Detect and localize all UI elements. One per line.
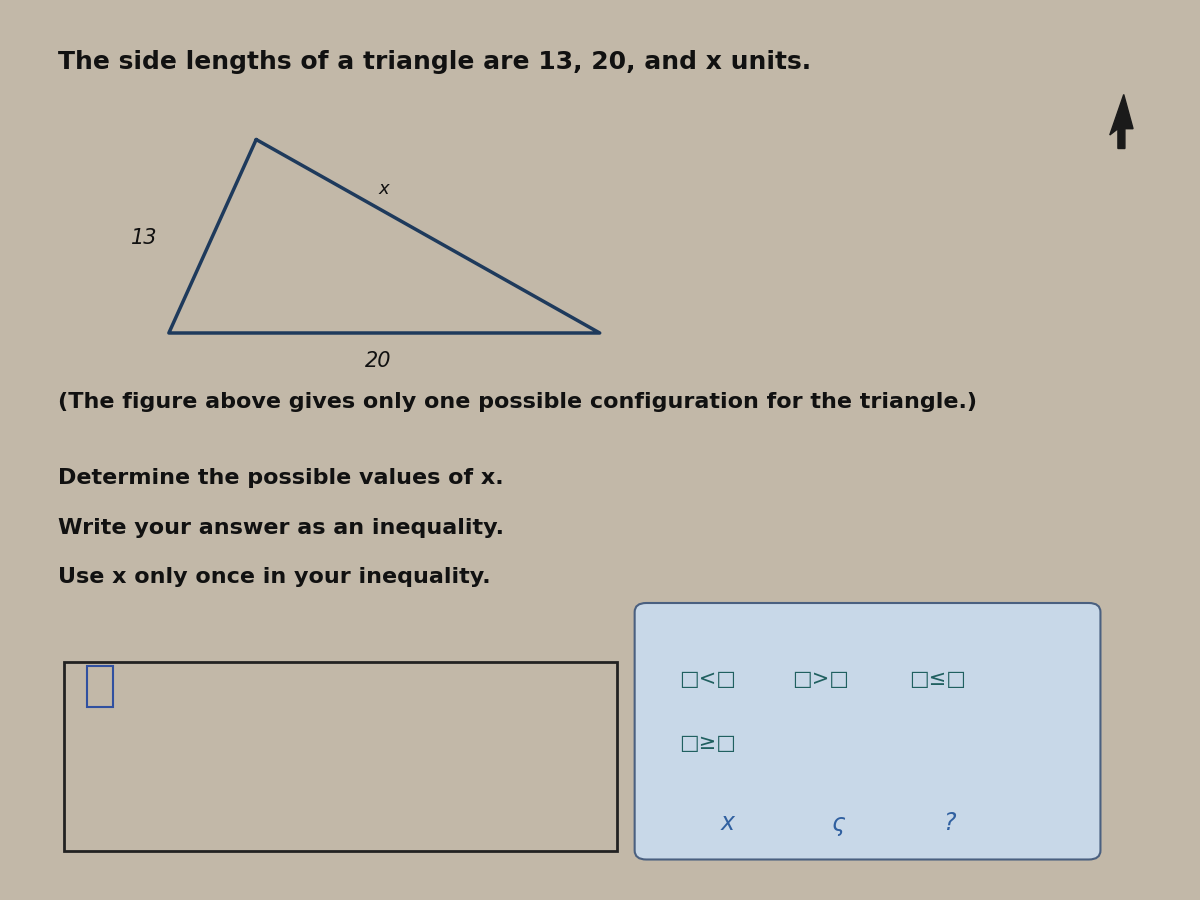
- FancyBboxPatch shape: [635, 603, 1100, 860]
- Text: ς: ς: [832, 812, 845, 835]
- Text: Determine the possible values of x.: Determine the possible values of x.: [59, 468, 504, 488]
- Text: □>□: □>□: [792, 670, 850, 689]
- Text: (The figure above gives only one possible configuration for the triangle.): (The figure above gives only one possibl…: [59, 392, 977, 411]
- Text: Write your answer as an inequality.: Write your answer as an inequality.: [59, 518, 504, 537]
- Text: The side lengths of a triangle are 13, 20, and x units.: The side lengths of a triangle are 13, 2…: [59, 50, 811, 74]
- Text: 13: 13: [131, 229, 157, 248]
- FancyBboxPatch shape: [64, 662, 617, 850]
- Polygon shape: [1110, 94, 1133, 148]
- Text: x: x: [378, 180, 389, 198]
- Text: □≤□: □≤□: [908, 670, 966, 689]
- Text: x: x: [721, 812, 734, 835]
- Text: □<□: □<□: [679, 670, 737, 689]
- Text: □≥□: □≥□: [679, 733, 737, 752]
- Text: 20: 20: [365, 351, 391, 371]
- Text: Use x only once in your inequality.: Use x only once in your inequality.: [59, 567, 491, 587]
- Text: ?: ?: [943, 812, 955, 835]
- FancyBboxPatch shape: [88, 666, 113, 706]
